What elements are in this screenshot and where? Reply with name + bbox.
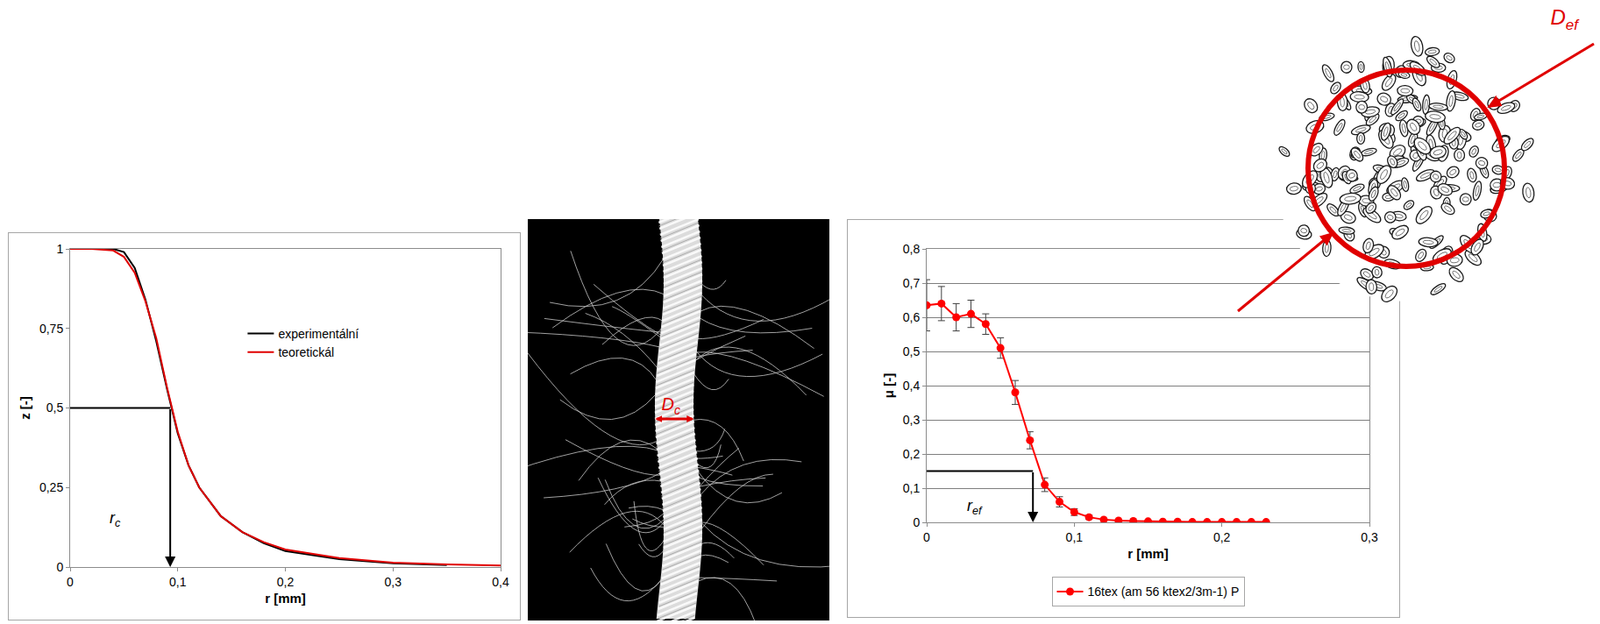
svg-text:experimentální: experimentální xyxy=(277,327,359,342)
svg-text:0: 0 xyxy=(923,530,931,545)
svg-text:0,25: 0,25 xyxy=(39,480,64,495)
svg-text:0,75: 0,75 xyxy=(39,321,64,336)
svg-text:0,1: 0,1 xyxy=(169,575,187,590)
svg-text:16tex (am 56 ktex2/3m-1) P: 16tex (am 56 ktex2/3m-1) P xyxy=(1088,584,1240,599)
svg-text:0,3: 0,3 xyxy=(903,412,921,427)
svg-text:z [-]: z [-] xyxy=(17,396,33,420)
svg-text:0,2: 0,2 xyxy=(1213,530,1231,545)
svg-text:r [mm]: r [mm] xyxy=(264,590,306,606)
svg-text:0: 0 xyxy=(66,575,74,590)
svg-text:1: 1 xyxy=(56,241,64,256)
svg-text:0,4: 0,4 xyxy=(491,575,510,590)
svg-text:Def: Def xyxy=(1550,5,1580,34)
svg-text:0,7: 0,7 xyxy=(903,276,921,291)
svg-text:0,1: 0,1 xyxy=(1066,530,1084,545)
svg-text:Dc: Dc xyxy=(661,394,681,418)
svg-text:r [mm]: r [mm] xyxy=(1127,546,1169,562)
svg-text:r​c​: r​c​ xyxy=(109,509,121,530)
svg-text:0,2: 0,2 xyxy=(903,447,921,462)
svg-text:0,1: 0,1 xyxy=(903,481,921,496)
svg-text:0,8: 0,8 xyxy=(903,241,921,256)
svg-text:0,3: 0,3 xyxy=(1360,530,1379,545)
svg-text:teoretickál: teoretickál xyxy=(277,345,335,360)
svg-text:0: 0 xyxy=(912,515,920,530)
svg-text:r​ef​: r​ef​ xyxy=(967,497,983,518)
svg-text:0,2: 0,2 xyxy=(277,575,295,590)
svg-text:μ [-]: μ [-] xyxy=(881,373,896,399)
svg-text:0,6: 0,6 xyxy=(903,310,921,325)
svg-text:0,4: 0,4 xyxy=(903,378,921,393)
svg-text:0: 0 xyxy=(56,560,64,575)
svg-text:0,5: 0,5 xyxy=(46,400,64,415)
svg-text:0,5: 0,5 xyxy=(903,344,921,359)
svg-text:0,3: 0,3 xyxy=(384,575,403,590)
